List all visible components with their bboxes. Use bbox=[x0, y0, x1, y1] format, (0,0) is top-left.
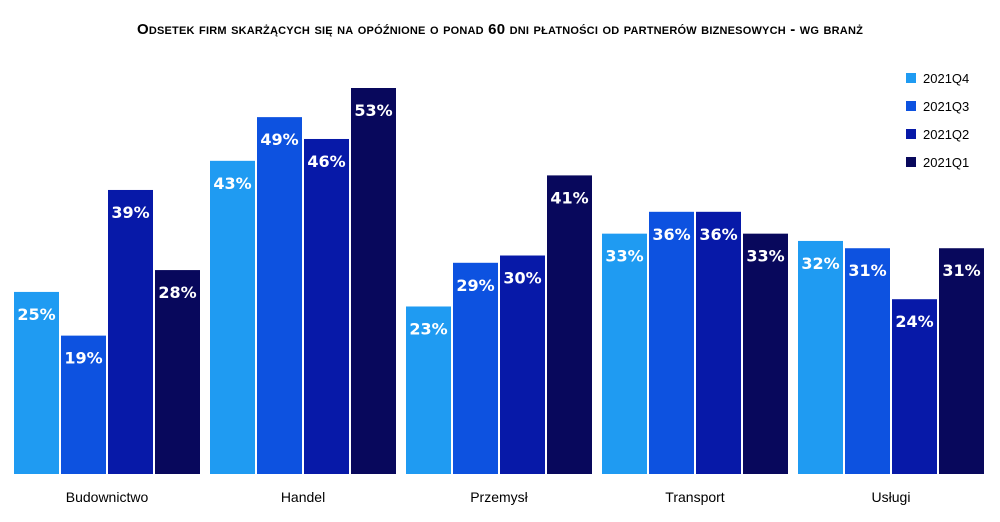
data-label: 30% bbox=[503, 269, 541, 288]
data-label: 43% bbox=[213, 174, 251, 193]
bar-handel-2021q1 bbox=[351, 88, 396, 474]
bar-transport-2021q1 bbox=[743, 233, 788, 474]
bar-przemys--2021q2 bbox=[500, 255, 545, 474]
data-label: 33% bbox=[605, 247, 643, 266]
legend-item-2021q2: 2021Q2 bbox=[906, 120, 969, 148]
data-label: 53% bbox=[354, 101, 392, 120]
legend-label: 2021Q2 bbox=[923, 126, 970, 142]
data-label: 39% bbox=[111, 203, 149, 222]
bar-us-ugi-2021q4 bbox=[798, 240, 843, 474]
category-label-transport: Transport bbox=[665, 489, 725, 505]
data-label: 36% bbox=[699, 225, 737, 244]
legend-swatch bbox=[906, 157, 916, 167]
data-label: 24% bbox=[895, 312, 933, 331]
legend-swatch bbox=[906, 101, 916, 111]
bar-us-ugi-2021q2 bbox=[892, 299, 937, 474]
data-label: 25% bbox=[17, 305, 55, 324]
legend-item-2021q4: 2021Q4 bbox=[906, 64, 969, 92]
bar-us-ugi-2021q3 bbox=[845, 248, 890, 474]
data-label: 29% bbox=[456, 276, 494, 295]
data-label: 31% bbox=[848, 261, 886, 280]
bar-budownictwo-2021q1 bbox=[155, 270, 200, 474]
data-label: 23% bbox=[409, 319, 447, 338]
bar-budownictwo-2021q3 bbox=[61, 335, 106, 474]
bar-budownictwo-2021q4 bbox=[14, 291, 59, 474]
data-label: 31% bbox=[942, 261, 980, 280]
legend-item-2021q3: 2021Q3 bbox=[906, 92, 969, 120]
bar-handel-2021q2 bbox=[304, 138, 349, 474]
legend-swatch bbox=[906, 129, 916, 139]
category-label-us-ugi: Usługi bbox=[872, 489, 911, 505]
legend-item-2021q1: 2021Q1 bbox=[906, 148, 969, 176]
data-label: 33% bbox=[746, 247, 784, 266]
legend-label: 2021Q1 bbox=[923, 154, 970, 170]
bar-budownictwo-2021q2 bbox=[108, 189, 153, 474]
bar-przemys--2021q4 bbox=[406, 306, 451, 474]
data-label: 32% bbox=[801, 254, 839, 273]
bar-przemys--2021q1 bbox=[547, 175, 592, 474]
legend-label: 2021Q3 bbox=[923, 98, 970, 114]
data-label: 36% bbox=[652, 225, 690, 244]
bar-transport-2021q3 bbox=[649, 211, 694, 474]
legend-swatch bbox=[906, 73, 916, 83]
bar-transport-2021q2 bbox=[696, 211, 741, 474]
bar-handel-2021q4 bbox=[210, 160, 255, 474]
data-label: 49% bbox=[260, 130, 298, 149]
category-label-budownictwo: Budownictwo bbox=[66, 489, 149, 505]
legend-label: 2021Q4 bbox=[923, 70, 970, 86]
chart-title: Odsetek firm skarżących się na opóźnione… bbox=[136, 21, 864, 38]
bar-handel-2021q3 bbox=[257, 117, 302, 474]
data-label: 46% bbox=[307, 152, 345, 171]
category-label-przemys-: Przemysł bbox=[470, 489, 528, 505]
bar-us-ugi-2021q1 bbox=[939, 248, 984, 474]
bar-transport-2021q4 bbox=[602, 233, 647, 474]
category-label-handel: Handel bbox=[281, 489, 325, 505]
data-label: 28% bbox=[158, 283, 196, 302]
data-label: 19% bbox=[64, 349, 102, 368]
data-label: 41% bbox=[550, 188, 588, 207]
legend: 2021Q4 2021Q3 2021Q2 2021Q1 bbox=[906, 64, 969, 176]
bar-przemys--2021q3 bbox=[453, 262, 498, 474]
